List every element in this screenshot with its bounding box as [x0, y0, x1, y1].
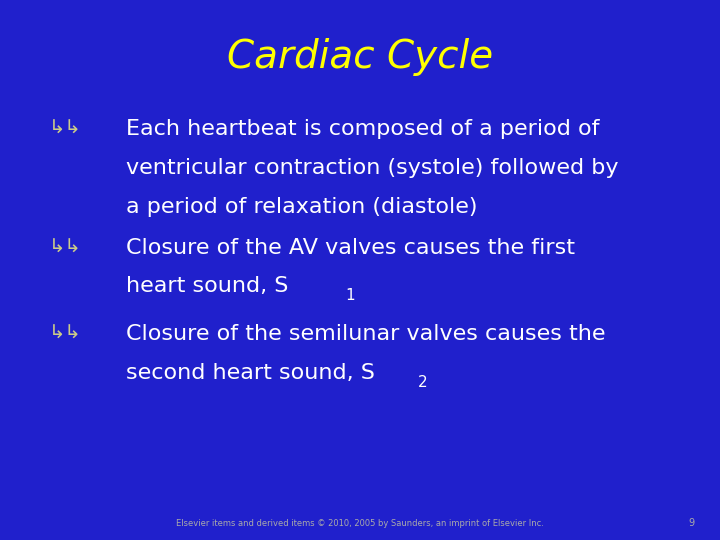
- Text: Each heartbeat is composed of a period of: Each heartbeat is composed of a period o…: [126, 119, 600, 139]
- Text: ↳↳: ↳↳: [48, 119, 81, 138]
- Text: ↳↳: ↳↳: [48, 238, 81, 256]
- Text: heart sound, S: heart sound, S: [126, 276, 289, 296]
- Text: Closure of the AV valves causes the first: Closure of the AV valves causes the firs…: [126, 238, 575, 258]
- Text: 2: 2: [418, 375, 427, 390]
- Text: ↳↳: ↳↳: [48, 324, 81, 343]
- Text: Cardiac Cycle: Cardiac Cycle: [227, 38, 493, 76]
- Text: a period of relaxation (diastole): a period of relaxation (diastole): [126, 197, 477, 217]
- Text: 9: 9: [688, 518, 695, 528]
- Text: second heart sound, S: second heart sound, S: [126, 363, 375, 383]
- Text: Closure of the semilunar valves causes the: Closure of the semilunar valves causes t…: [126, 324, 606, 344]
- Text: Elsevier items and derived items © 2010, 2005 by Saunders, an imprint of Elsevie: Elsevier items and derived items © 2010,…: [176, 519, 544, 528]
- Text: 1: 1: [346, 288, 355, 303]
- Text: ventricular contraction (systole) followed by: ventricular contraction (systole) follow…: [126, 158, 618, 178]
